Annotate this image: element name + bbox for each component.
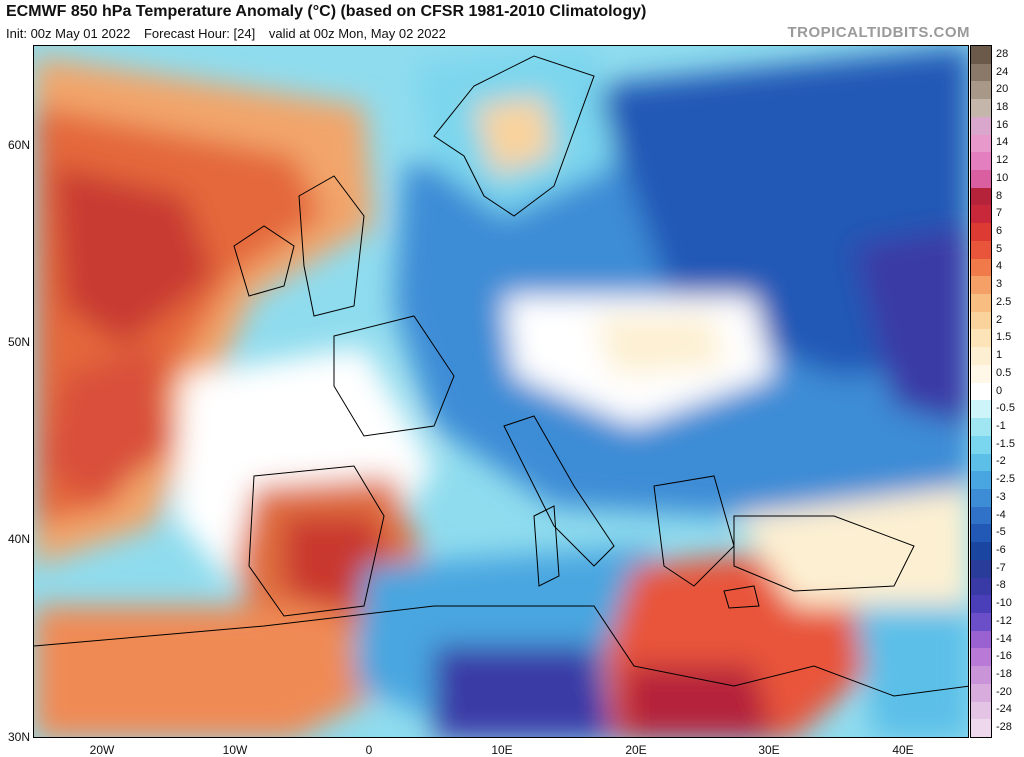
lat-label-60n: 60N (7, 138, 30, 152)
colorbar-label: 12 (996, 154, 1009, 167)
colorbar-label: -5 (996, 526, 1006, 539)
colorbar-swatch (971, 719, 991, 738)
colorbar-label: -1 (996, 419, 1006, 432)
colorbar-swatch (971, 276, 991, 295)
colorbar-swatch (971, 240, 991, 260)
colorbar-label: -3 (996, 490, 1006, 503)
colorbar-swatch (971, 435, 991, 454)
colorbar-label: 16 (996, 118, 1009, 131)
lon-label-30e: 30E (758, 743, 780, 757)
colorbar-swatch (971, 453, 991, 472)
colorbar-swatch (971, 63, 991, 82)
colorbar-label: 1 (996, 349, 1003, 362)
colorbar-swatch (971, 577, 991, 596)
brand-watermark: TROPICALTIDBITS.COM (787, 24, 970, 41)
lat-label-40n: 40N (7, 532, 30, 546)
colorbar-label: 1.5 (996, 331, 1012, 344)
colorbar-label: 24 (996, 65, 1009, 78)
colorbar-swatch (971, 701, 991, 720)
colorbar-swatch (971, 400, 991, 419)
lon-label-10e: 10E (491, 743, 513, 757)
colorbar-label: -12 (996, 614, 1012, 627)
anomaly-field (34, 46, 968, 737)
colorbar-label: 28 (996, 47, 1009, 60)
colorbar-label: 0.5 (996, 366, 1012, 379)
colorbar-label: 20 (996, 83, 1009, 96)
colorbar-label: -2.5 (996, 473, 1015, 486)
chart-subtitle: Init: 00z May 01 2022 Forecast Hour: [24… (6, 26, 456, 41)
colorbar-label: -20 (996, 685, 1012, 698)
colorbar-label: -6 (996, 543, 1006, 556)
valid-time: valid at 00z Mon, May 02 2022 (268, 26, 446, 41)
colorbar-swatch (971, 205, 991, 224)
colorbar-swatch (971, 258, 991, 277)
colorbar-swatch (971, 666, 991, 685)
colorbar-label: -1.5 (996, 437, 1015, 450)
colorbar-swatch (971, 418, 991, 437)
colorbar (970, 45, 992, 738)
colorbar-label: 5 (996, 242, 1003, 255)
colorbar-label: 0 (996, 384, 1003, 397)
colorbar-swatch (971, 187, 991, 206)
colorbar-label: 10 (996, 171, 1009, 184)
colorbar-label: -2 (996, 455, 1006, 468)
lon-label-20w: 20W (89, 743, 115, 757)
colorbar-label: -8 (996, 579, 1006, 592)
init-time: Init: 00z May 01 2022 (6, 26, 131, 41)
colorbar-label: -16 (996, 650, 1012, 663)
colorbar-swatch (971, 347, 991, 366)
colorbar-label: -4 (996, 508, 1006, 521)
lon-label-0: 0 (365, 743, 373, 757)
colorbar-label: 7 (996, 207, 1003, 220)
colorbar-swatch (971, 559, 991, 579)
colorbar-label: 4 (996, 260, 1003, 273)
colorbar-swatch (971, 311, 991, 330)
colorbar-swatch (971, 630, 991, 649)
colorbar-swatch (971, 81, 991, 100)
colorbar-swatch (971, 46, 991, 65)
chart-title: ECMWF 850 hPa Temperature Anomaly (°C) (… (6, 3, 647, 20)
colorbar-label: 3 (996, 278, 1003, 291)
lat-label-50n: 50N (7, 335, 30, 349)
anomaly-map (33, 45, 969, 738)
colorbar-swatch (971, 595, 991, 614)
colorbar-swatch (971, 99, 991, 118)
colorbar-swatch (971, 294, 991, 313)
lon-label-40e: 40E (892, 743, 914, 757)
colorbar-swatch (971, 382, 991, 401)
colorbar-label: -0.5 (996, 402, 1015, 415)
lon-label-20e: 20E (625, 743, 647, 757)
colorbar-swatch (971, 170, 991, 189)
colorbar-label: -24 (996, 703, 1012, 716)
colorbar-label: 2.5 (996, 295, 1012, 308)
colorbar-swatch (971, 152, 991, 171)
colorbar-label: -10 (996, 597, 1012, 610)
forecast-hour: Forecast Hour: [24] (143, 26, 256, 41)
colorbar-label: -28 (996, 721, 1012, 734)
lat-label-30n: 30N (7, 730, 30, 744)
coastlines (34, 55, 968, 697)
lon-label-10w: 10W (222, 743, 248, 757)
colorbar-swatch (971, 488, 991, 508)
colorbar-label: 14 (996, 136, 1009, 149)
colorbar-swatch (971, 683, 991, 703)
colorbar-label: 18 (996, 101, 1009, 113)
colorbar-swatch (971, 524, 991, 543)
colorbar-swatch (971, 223, 991, 242)
colorbar-label: 6 (996, 225, 1003, 238)
colorbar-swatch (971, 329, 991, 348)
colorbar-swatch (971, 134, 991, 153)
colorbar-swatch (971, 542, 991, 561)
colorbar-label: 8 (996, 189, 1003, 202)
colorbar-label: -7 (996, 561, 1006, 574)
colorbar-label: 2 (996, 313, 1003, 326)
colorbar-swatch (971, 116, 991, 136)
colorbar-swatch (971, 506, 991, 525)
colorbar-swatch (971, 364, 991, 384)
colorbar-swatch (971, 471, 991, 490)
colorbar-swatch (971, 648, 991, 667)
colorbar-label: -14 (996, 632, 1012, 645)
colorbar-swatch (971, 612, 991, 632)
colorbar-label: -18 (996, 667, 1012, 680)
